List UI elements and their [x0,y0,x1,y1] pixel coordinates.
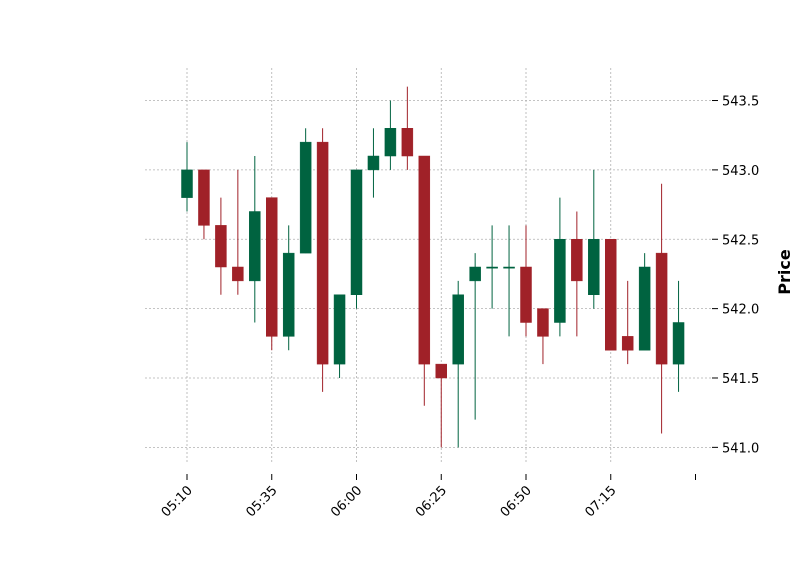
candle-body [232,266,244,282]
y-tick-label: 542.0 [722,303,759,318]
x-tick-label: 05:10 [159,483,196,520]
candle-body [503,266,515,269]
y-tick-label: 543.0 [722,164,759,179]
candle-body [266,197,278,337]
candle-body [537,308,549,337]
candle-body [215,225,227,268]
candle-body [554,239,566,323]
candle-body [299,141,312,254]
candle-body [655,252,668,365]
candles [181,86,685,448]
candle-body [672,322,685,365]
candle-body [605,239,617,351]
x-tick-label: 05:35 [243,483,280,520]
candle-body [333,294,346,365]
y-axis-title: Price [775,249,794,295]
candle-body [486,266,498,269]
candle-body [350,169,363,295]
candle-body [452,294,464,365]
candle-body [638,266,651,351]
x-tick-label: 06:25 [413,483,450,520]
candle-body [401,128,414,157]
candle-body [316,141,329,365]
candle-body [621,336,634,351]
candle-body [588,239,600,295]
candle-body [249,211,261,282]
y-tick-label: 542.5 [722,233,759,248]
candle-body [571,239,583,282]
x-tick-label: 06:00 [328,483,365,520]
x-tick-label: 06:50 [498,483,535,520]
x-tick-label: 07:15 [582,483,619,520]
candle-body [469,266,481,282]
candle-body [367,155,380,171]
candle-body [181,169,193,198]
candle-body [384,128,397,157]
y-tick-label: 541.5 [722,372,759,387]
y-tick-label: 541.0 [722,441,759,456]
candle-body [520,266,532,323]
y-tick-label: 543.5 [722,95,759,110]
candle-body [198,169,210,226]
candle-body [418,155,431,365]
candle-body [282,252,295,337]
candle-body [435,363,447,379]
